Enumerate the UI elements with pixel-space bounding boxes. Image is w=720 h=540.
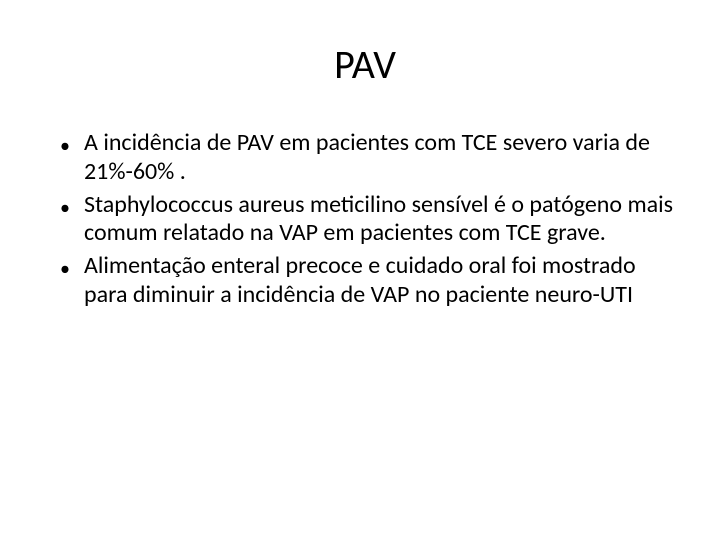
bullet-marker: • [60,129,84,160]
bullet-text: A incidência de PAV em pacientes com TCE… [84,129,680,187]
slide: PAV • A incidência de PAV em pacientes c… [0,0,720,540]
bullet-text: Staphylococcus aureus meticilino sensíve… [84,191,680,249]
slide-content: • A incidência de PAV em pacientes com T… [50,129,680,310]
bullet-item: • Staphylococcus aureus meticilino sensí… [60,191,680,249]
bullet-item: • A incidência de PAV em pacientes com T… [60,129,680,187]
bullet-marker: • [60,252,84,283]
bullet-marker: • [60,191,84,222]
slide-title: PAV [50,40,680,89]
bullet-text: Alimentação enteral precoce e cuidado or… [84,252,680,310]
bullet-item: • Alimentação enteral precoce e cuidado … [60,252,680,310]
